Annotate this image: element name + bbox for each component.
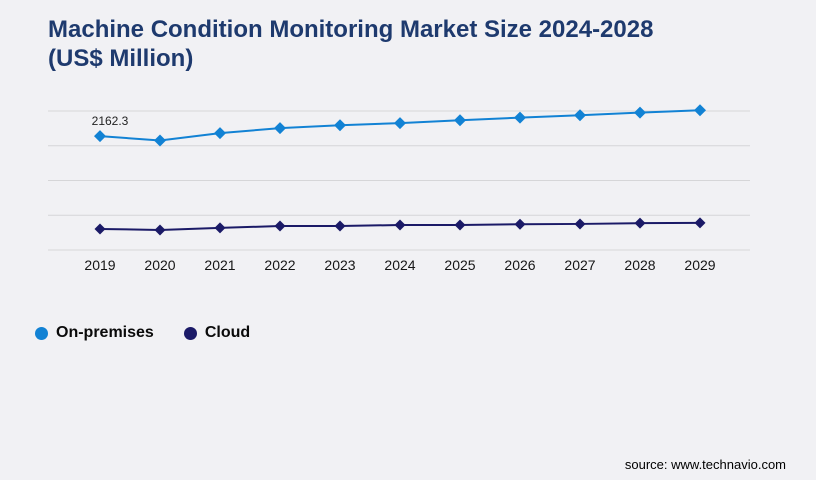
x-axis-label: 2023 bbox=[324, 257, 355, 273]
x-axis-label: 2019 bbox=[84, 257, 115, 273]
data-point-on-premises bbox=[334, 119, 346, 132]
data-point-cloud bbox=[574, 218, 586, 230]
data-point-cloud bbox=[634, 217, 646, 229]
data-point-cloud bbox=[514, 218, 526, 230]
legend-marker-cloud-icon bbox=[183, 326, 197, 340]
x-axis-label: 2027 bbox=[564, 257, 595, 273]
x-axis-label: 2029 bbox=[684, 257, 715, 273]
chart-title: Machine Condition Monitoring Market Size… bbox=[48, 15, 708, 73]
x-axis-label: 2028 bbox=[624, 257, 655, 273]
x-axis-label: 2025 bbox=[444, 257, 475, 273]
legend-marker-on-premises-icon bbox=[35, 326, 48, 340]
chart-title-line2: (US$ Million) bbox=[48, 45, 194, 72]
data-point-on-premises bbox=[514, 111, 526, 124]
data-point-on-premises bbox=[634, 106, 646, 119]
data-point-on-premises bbox=[154, 134, 166, 147]
chart-title-line1: Machine Condition Monitoring Market Size… bbox=[48, 16, 654, 43]
data-point-cloud bbox=[154, 224, 166, 236]
data-point-cloud bbox=[94, 223, 106, 235]
x-axis-label: 2021 bbox=[204, 257, 235, 273]
data-point-cloud bbox=[694, 217, 706, 229]
chart-legend: On-premises Cloud bbox=[35, 324, 250, 342]
data-point-cloud bbox=[394, 219, 406, 231]
data-point-on-premises bbox=[574, 109, 586, 122]
data-point-on-premises bbox=[274, 122, 286, 135]
data-point-on-premises bbox=[694, 104, 706, 117]
data-point-cloud bbox=[334, 220, 346, 232]
data-point-on-premises bbox=[94, 130, 106, 143]
legend-label-cloud: Cloud bbox=[204, 324, 251, 341]
legend-label-on-premises: On-premises bbox=[56, 324, 154, 341]
legend-item-cloud[interactable]: Cloud bbox=[183, 324, 251, 342]
x-axis-label: 2024 bbox=[384, 257, 415, 273]
data-label: 2162.3 bbox=[92, 114, 129, 128]
x-axis-label: 2026 bbox=[504, 257, 535, 273]
data-point-cloud bbox=[454, 219, 466, 231]
legend-item-on-premises[interactable]: On-premises bbox=[35, 324, 154, 342]
data-point-cloud bbox=[214, 222, 226, 234]
data-point-on-premises bbox=[214, 127, 226, 140]
data-point-on-premises bbox=[394, 117, 406, 130]
x-axis-label: 2022 bbox=[264, 257, 295, 273]
x-axis-label: 2020 bbox=[144, 257, 175, 273]
source-attribution: source: www.technavio.com bbox=[624, 457, 786, 472]
data-point-cloud bbox=[274, 220, 286, 232]
data-point-on-premises bbox=[454, 114, 466, 127]
